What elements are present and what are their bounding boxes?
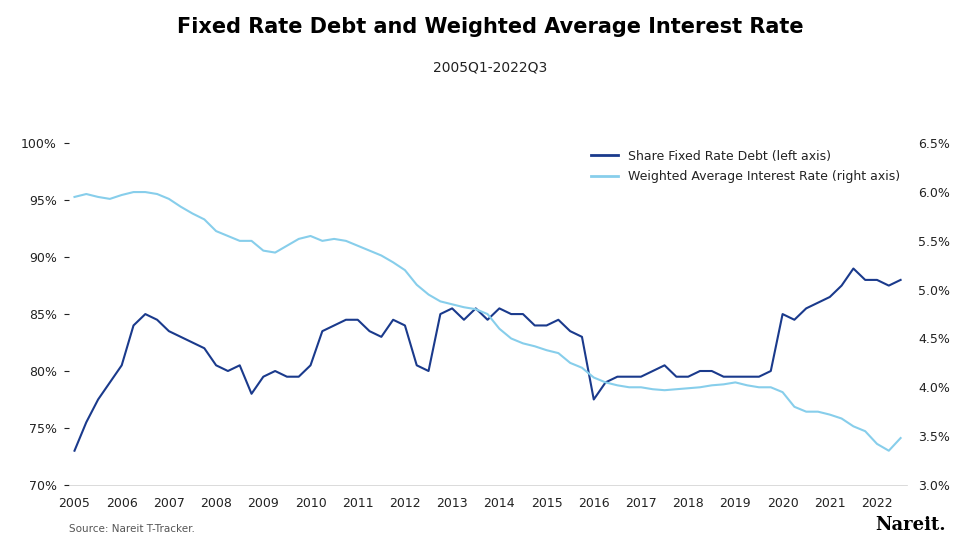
Legend: Share Fixed Rate Debt (left axis), Weighted Average Interest Rate (right axis): Share Fixed Rate Debt (left axis), Weigh… — [591, 149, 901, 183]
Text: Fixed Rate Debt and Weighted Average Interest Rate: Fixed Rate Debt and Weighted Average Int… — [176, 17, 804, 36]
Text: Nareit.: Nareit. — [875, 516, 946, 534]
Text: 2005Q1-2022Q3: 2005Q1-2022Q3 — [433, 61, 547, 74]
Text: Source: Nareit T-Tracker.: Source: Nareit T-Tracker. — [69, 525, 194, 534]
